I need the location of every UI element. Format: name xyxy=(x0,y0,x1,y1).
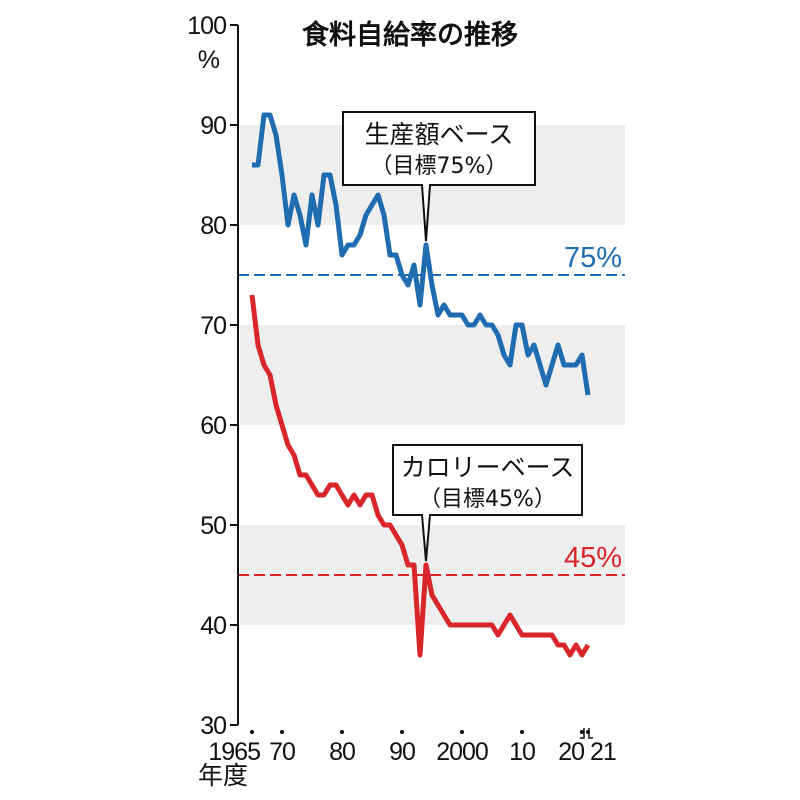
grid-bands xyxy=(240,125,625,625)
chart-title: 食料自給率の推移 xyxy=(302,19,518,51)
callouts: 生産額ベース （目標75%） カロリーベース （目標45%） xyxy=(342,111,583,562)
x-tick-dot xyxy=(340,730,344,734)
y-tick-label: 100 xyxy=(187,12,226,40)
callout-target: （目標75%） xyxy=(371,154,508,179)
x-tick-dot xyxy=(280,730,284,734)
target-label: 75% xyxy=(564,242,622,274)
x-tick-label: 70 xyxy=(269,738,295,766)
x-tick-label: 90 xyxy=(389,738,415,766)
y-unit-label: % xyxy=(198,46,220,74)
callout-title: カロリーベース xyxy=(401,453,575,482)
y-tick-label: 70 xyxy=(200,312,226,340)
y-tick-label: 40 xyxy=(200,612,226,640)
x-tick-dot xyxy=(580,730,584,734)
axis-break-mark xyxy=(580,728,593,739)
callout-box xyxy=(392,444,583,562)
x-tick-label: 80 xyxy=(329,738,355,766)
y-tick-label: 90 xyxy=(200,112,226,140)
x-tick-label: 21 xyxy=(590,738,616,766)
target-label: 45% xyxy=(564,542,622,574)
x-tick-dot xyxy=(250,730,254,734)
x-tick-dot xyxy=(460,730,464,734)
x-tick-dot xyxy=(400,730,404,734)
y-tick-label: 60 xyxy=(200,412,226,440)
y-tick-label: 30 xyxy=(200,712,226,740)
callout-box xyxy=(342,111,536,242)
callout-target: （目標45%） xyxy=(419,487,556,512)
y-tick-label: 80 xyxy=(200,212,226,240)
axes: 100 90 80 70 60 50 40 30% 1965 70 80 90 2000 10 20 21 年度 xyxy=(187,12,617,790)
x-tick-label: 10 xyxy=(509,738,535,766)
series-lines xyxy=(249,112,591,658)
x-tick-label: 20 xyxy=(558,738,584,766)
x-tick-dot xyxy=(520,730,524,734)
x-axis-label: 年度 xyxy=(198,762,248,790)
x-tick-label: 1965 xyxy=(208,738,260,766)
target-lines: 75% 45% xyxy=(238,242,625,576)
grid-band xyxy=(240,325,625,425)
callout-title: 生産額ベース xyxy=(365,120,514,149)
x-tick-label: 2000 xyxy=(436,738,488,766)
y-tick-label: 50 xyxy=(200,512,226,540)
